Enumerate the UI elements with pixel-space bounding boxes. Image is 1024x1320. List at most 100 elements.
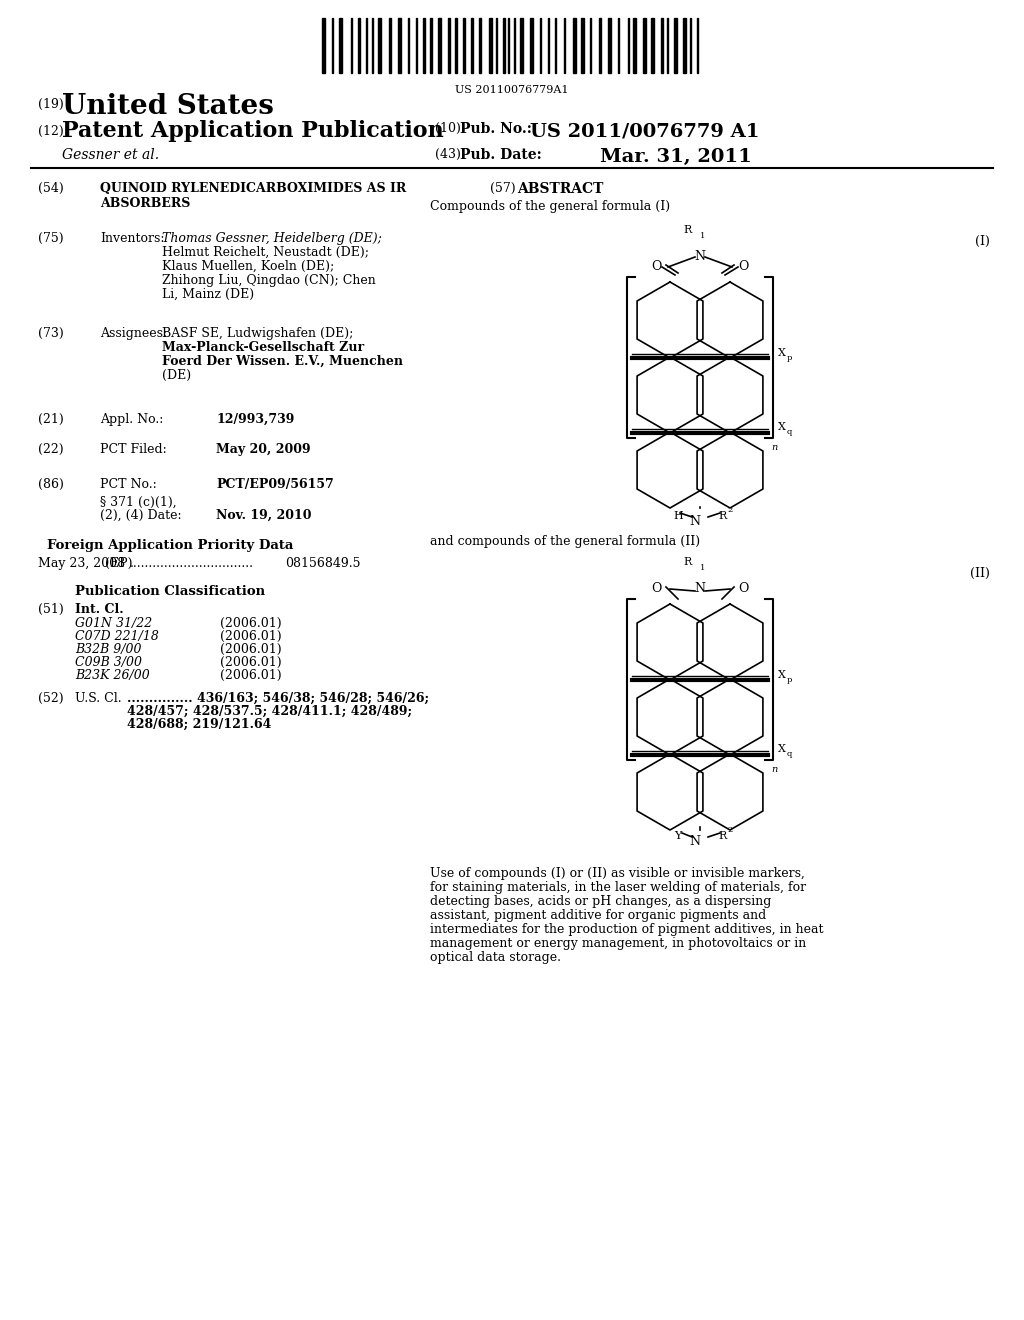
Text: for staining materials, in the laser welding of materials, for: for staining materials, in the laser wel… [430, 880, 806, 894]
Bar [389, 18, 391, 73]
Text: N: N [689, 836, 700, 847]
Bar [322, 18, 325, 73]
Text: (DE): (DE) [162, 370, 191, 381]
Text: q: q [787, 429, 793, 437]
Text: (10): (10) [435, 121, 461, 135]
Text: (22): (22) [38, 444, 63, 455]
Text: (75): (75) [38, 232, 63, 246]
Bar [581, 18, 584, 73]
Text: US 20110076779A1: US 20110076779A1 [456, 84, 568, 95]
Text: and compounds of the general formula (II): and compounds of the general formula (II… [430, 535, 700, 548]
Text: R: R [684, 557, 692, 568]
Text: ............... 436/163; 546/38; 546/28; 546/26;: ............... 436/163; 546/38; 546/28;… [127, 692, 429, 705]
Text: 428/457; 428/537.5; 428/411.1; 428/489;: 428/457; 428/537.5; 428/411.1; 428/489; [127, 705, 412, 718]
Text: Pub. No.:: Pub. No.: [460, 121, 531, 136]
Text: 1: 1 [700, 564, 706, 572]
Text: optical data storage.: optical data storage. [430, 950, 561, 964]
Text: C07D 221/18: C07D 221/18 [75, 630, 159, 643]
Text: O: O [738, 582, 749, 595]
Text: United States: United States [62, 92, 273, 120]
Bar [651, 18, 654, 73]
Bar [438, 18, 441, 73]
Text: ABSTRACT: ABSTRACT [517, 182, 603, 195]
Text: Foreign Application Priority Data: Foreign Application Priority Data [47, 539, 293, 552]
Text: n: n [771, 766, 777, 774]
Text: R: R [718, 832, 726, 841]
Text: PCT Filed:: PCT Filed: [100, 444, 167, 455]
Text: U.S. Cl.: U.S. Cl. [75, 692, 122, 705]
Bar [339, 18, 342, 73]
Bar [662, 18, 663, 73]
Text: N: N [694, 582, 706, 595]
Text: Appl. No.:: Appl. No.: [100, 413, 164, 426]
Text: (2006.01): (2006.01) [220, 643, 282, 656]
Text: 428/688; 219/121.64: 428/688; 219/121.64 [127, 718, 271, 731]
Bar [683, 18, 686, 73]
Text: X: X [778, 744, 785, 755]
Text: Foerd Der Wissen. E.V., Muenchen: Foerd Der Wissen. E.V., Muenchen [162, 355, 403, 368]
Text: Assignees:: Assignees: [100, 327, 167, 341]
Bar [530, 18, 534, 73]
Text: X: X [778, 422, 785, 433]
Text: X: X [778, 347, 785, 358]
Text: (86): (86) [38, 478, 63, 491]
Text: Use of compounds (I) or (II) as visible or invisible markers,: Use of compounds (I) or (II) as visible … [430, 867, 805, 880]
Bar [599, 18, 601, 73]
Text: (54): (54) [38, 182, 63, 195]
Bar [608, 18, 611, 73]
Text: Li, Mainz (DE): Li, Mainz (DE) [162, 288, 254, 301]
Text: 08156849.5: 08156849.5 [285, 557, 360, 570]
Text: R: R [718, 511, 726, 521]
Text: (52): (52) [38, 692, 63, 705]
Text: Publication Classification: Publication Classification [75, 585, 265, 598]
Text: (II): (II) [970, 568, 990, 579]
Bar [358, 18, 360, 73]
Text: BASF SE, Ludwigshafen (DE);: BASF SE, Ludwigshafen (DE); [162, 327, 353, 341]
Bar [463, 18, 465, 73]
Text: B32B 9/00: B32B 9/00 [75, 643, 141, 656]
Bar [643, 18, 646, 73]
Text: (2006.01): (2006.01) [220, 630, 282, 643]
Text: Klaus Muellen, Koeln (DE);: Klaus Muellen, Koeln (DE); [162, 260, 334, 273]
Text: (2006.01): (2006.01) [220, 616, 282, 630]
Text: 2: 2 [727, 506, 732, 513]
Text: (EP): (EP) [105, 557, 132, 570]
Text: C09B 3/00: C09B 3/00 [75, 656, 142, 669]
Text: detecting bases, acids or pH changes, as a dispersing: detecting bases, acids or pH changes, as… [430, 895, 771, 908]
Text: R: R [684, 224, 692, 235]
Text: intermediates for the production of pigment additives, in heat: intermediates for the production of pigm… [430, 923, 823, 936]
Text: PCT No.:: PCT No.: [100, 478, 157, 491]
Bar [398, 18, 401, 73]
Bar [633, 18, 636, 73]
Text: B23K 26/00: B23K 26/00 [75, 669, 150, 682]
Text: (73): (73) [38, 327, 63, 341]
Text: ................................: ................................ [130, 557, 254, 570]
Text: (19): (19) [38, 98, 63, 111]
Bar [423, 18, 425, 73]
Text: assistant, pigment additive for organic pigments and: assistant, pigment additive for organic … [430, 909, 766, 921]
Text: (2006.01): (2006.01) [220, 669, 282, 682]
Text: PCT/EP09/56157: PCT/EP09/56157 [216, 478, 334, 491]
Text: Inventors:: Inventors: [100, 232, 165, 246]
Bar [378, 18, 381, 73]
Text: US 2011/0076779 A1: US 2011/0076779 A1 [530, 121, 760, 140]
Text: Pub. Date:: Pub. Date: [460, 148, 542, 162]
Text: n: n [771, 444, 777, 451]
Text: Helmut Reichelt, Neustadt (DE);: Helmut Reichelt, Neustadt (DE); [162, 246, 369, 259]
Text: (2), (4) Date:: (2), (4) Date: [100, 510, 181, 521]
Text: 1: 1 [700, 232, 706, 240]
Bar [471, 18, 473, 73]
Text: Y: Y [675, 832, 682, 841]
Bar [455, 18, 457, 73]
Text: § 371 (c)(1),: § 371 (c)(1), [100, 496, 176, 510]
Text: p: p [787, 676, 793, 684]
Bar [573, 18, 575, 73]
Bar [449, 18, 450, 73]
Bar [674, 18, 677, 73]
Text: Zhihong Liu, Qingdao (CN); Chen: Zhihong Liu, Qingdao (CN); Chen [162, 275, 376, 286]
Bar [503, 18, 505, 73]
Text: O: O [651, 260, 662, 273]
Text: N: N [694, 249, 706, 263]
Bar [479, 18, 481, 73]
Text: Nov. 19, 2010: Nov. 19, 2010 [216, 510, 311, 521]
